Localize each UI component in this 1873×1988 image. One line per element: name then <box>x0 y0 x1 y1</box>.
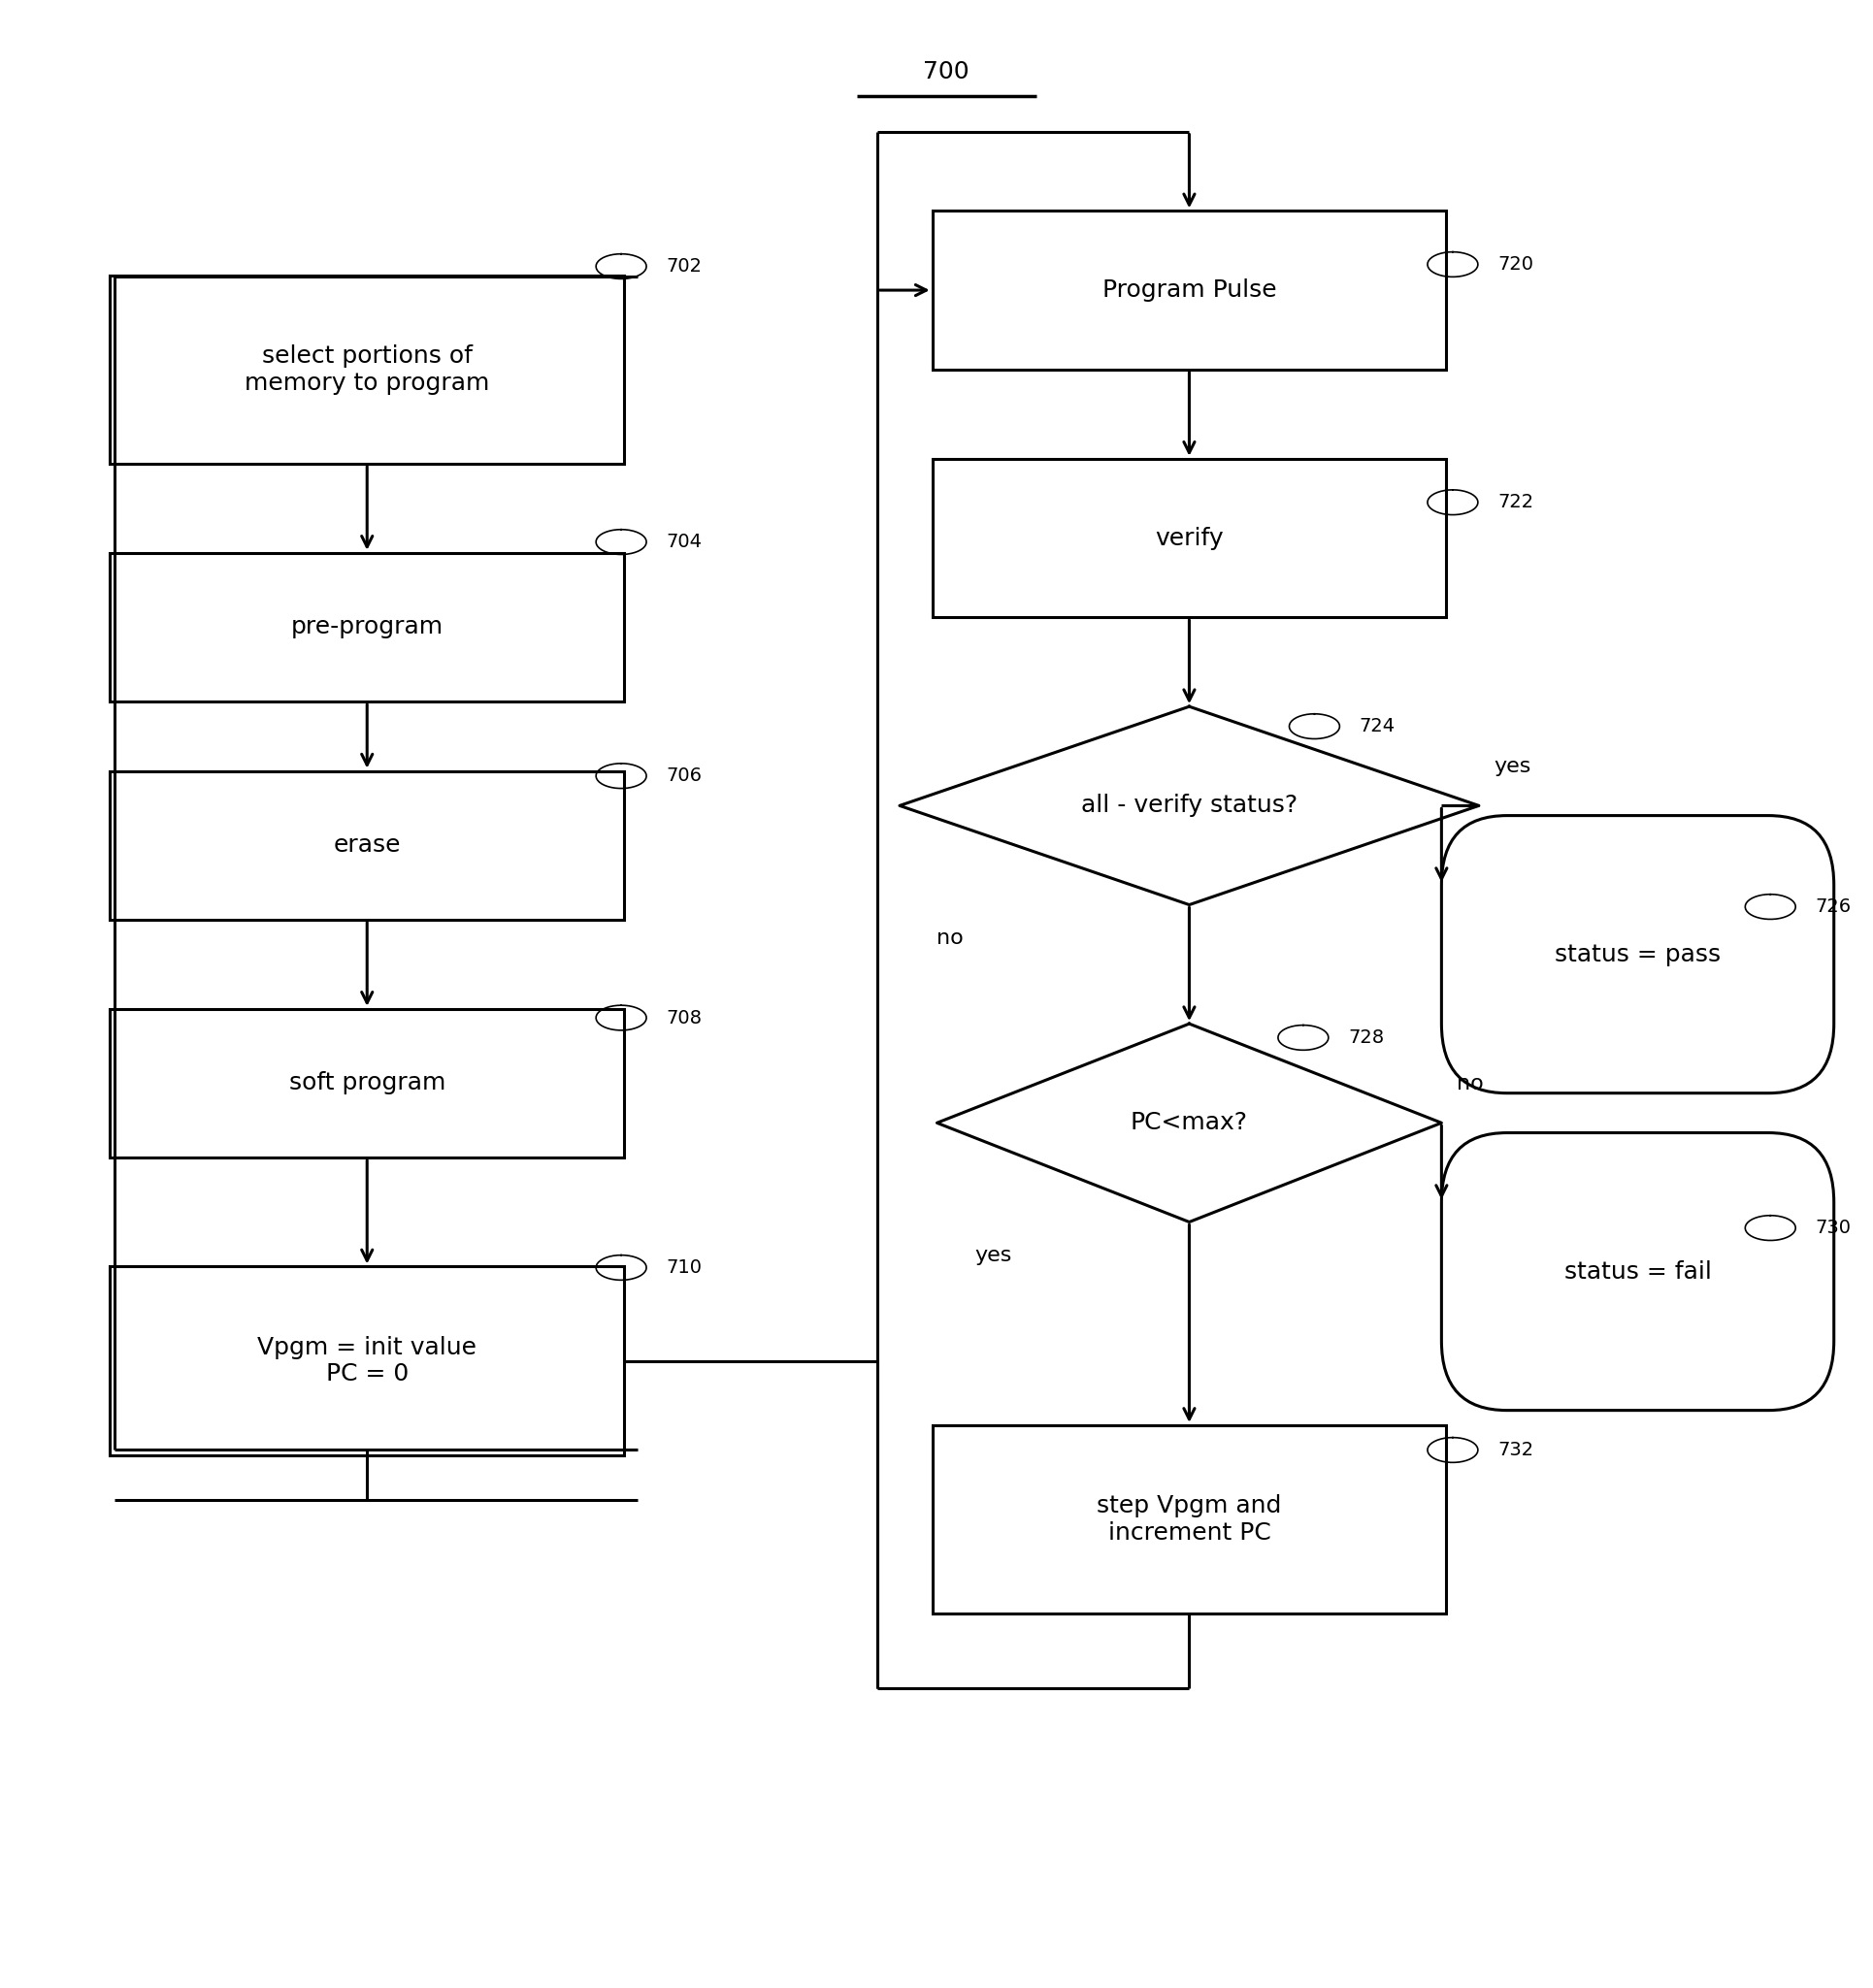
Text: all - verify status?: all - verify status? <box>1081 793 1296 817</box>
Text: 720: 720 <box>1497 254 1532 274</box>
Text: PC<max?: PC<max? <box>1129 1111 1247 1135</box>
Text: step Vpgm and
increment PC: step Vpgm and increment PC <box>1096 1495 1281 1545</box>
Text: status = pass: status = pass <box>1555 942 1719 966</box>
Text: Program Pulse: Program Pulse <box>1101 278 1276 302</box>
Text: no: no <box>1455 1074 1483 1093</box>
Text: erase: erase <box>333 833 401 857</box>
Text: verify: verify <box>1154 527 1223 549</box>
Text: select portions of
memory to program: select portions of memory to program <box>245 344 489 394</box>
Text: 732: 732 <box>1497 1441 1532 1459</box>
FancyBboxPatch shape <box>111 553 624 702</box>
Text: 726: 726 <box>1815 897 1851 916</box>
Text: 722: 722 <box>1497 493 1532 511</box>
FancyBboxPatch shape <box>111 1266 624 1455</box>
Text: 730: 730 <box>1815 1219 1851 1237</box>
FancyBboxPatch shape <box>933 459 1446 618</box>
FancyBboxPatch shape <box>933 1425 1446 1614</box>
Text: no: no <box>936 928 963 948</box>
Text: yes: yes <box>1493 757 1530 775</box>
Text: soft program: soft program <box>288 1072 446 1095</box>
Text: pre-program: pre-program <box>290 616 444 638</box>
Text: 728: 728 <box>1347 1028 1384 1048</box>
Text: 708: 708 <box>665 1008 702 1028</box>
Text: yes: yes <box>974 1246 1011 1264</box>
FancyBboxPatch shape <box>111 1008 624 1157</box>
Text: 710: 710 <box>665 1258 702 1276</box>
Polygon shape <box>899 706 1478 905</box>
Text: Vpgm = init value
PC = 0: Vpgm = init value PC = 0 <box>257 1336 476 1386</box>
Text: 700: 700 <box>923 60 968 83</box>
FancyBboxPatch shape <box>1440 1133 1834 1409</box>
FancyBboxPatch shape <box>111 771 624 920</box>
Text: 724: 724 <box>1358 718 1395 736</box>
FancyBboxPatch shape <box>933 211 1446 370</box>
Text: status = fail: status = fail <box>1564 1260 1710 1282</box>
Polygon shape <box>936 1024 1440 1223</box>
Text: 704: 704 <box>665 533 702 551</box>
Text: 706: 706 <box>665 767 702 785</box>
FancyBboxPatch shape <box>1440 815 1834 1093</box>
Text: 702: 702 <box>665 256 702 276</box>
FancyBboxPatch shape <box>111 274 624 463</box>
